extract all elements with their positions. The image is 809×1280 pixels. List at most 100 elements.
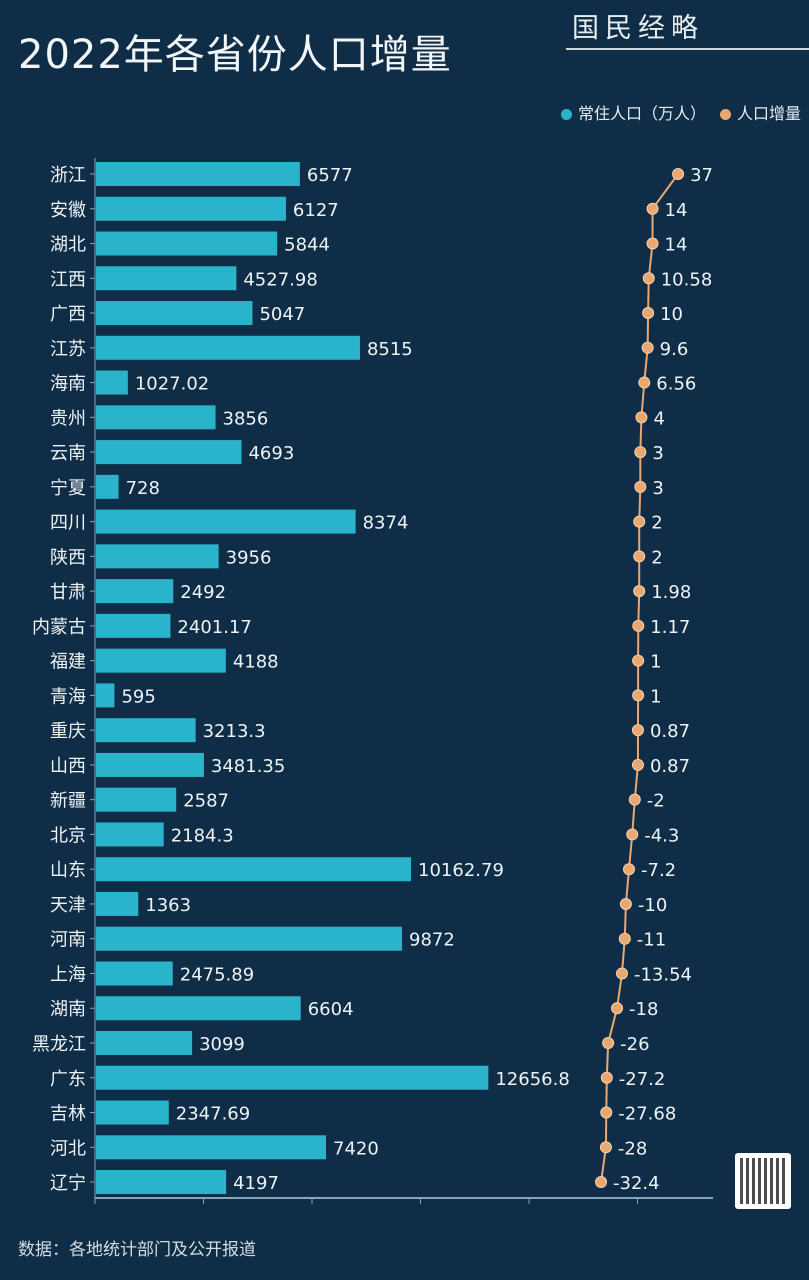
- population-bar: [96, 1135, 327, 1160]
- bar-value-label: 4527.98: [243, 269, 317, 290]
- increase-point: [623, 863, 636, 876]
- bar-value-label: 2347.69: [176, 1104, 250, 1125]
- increase-point: [595, 1176, 608, 1189]
- category-label: 广西: [50, 304, 86, 325]
- increase-value-label: 1: [650, 686, 661, 707]
- category-label: 河南: [50, 930, 86, 951]
- category-label: 海南: [50, 374, 86, 395]
- chart-title: 2022年各省份人口增量: [18, 32, 452, 78]
- population-bar: [96, 787, 177, 812]
- increase-value-label: 9.6: [660, 339, 689, 360]
- category-label: 贵州: [50, 408, 86, 429]
- population-bar: [96, 857, 412, 882]
- bar-value-label: 6577: [307, 165, 353, 186]
- category-label: 湖北: [50, 235, 86, 256]
- category-label: 山东: [50, 860, 86, 881]
- legend: 常住人口（万人） 人口增量: [560, 100, 801, 124]
- bar-value-label: 10162.79: [418, 860, 504, 881]
- increase-value-label: -2: [647, 791, 665, 812]
- bar-value-label: 7420: [333, 1138, 379, 1159]
- increase-value-label: -11: [637, 930, 666, 951]
- population-bar: [96, 544, 219, 569]
- bar-value-label: 3856: [223, 408, 269, 429]
- population-bar: [96, 579, 174, 604]
- bar-value-label: 1027.02: [135, 374, 209, 395]
- increase-point: [628, 793, 641, 806]
- category-label: 甘肃: [50, 582, 86, 603]
- increase-value-label: 6.56: [656, 374, 696, 395]
- bar-value-label: 4188: [233, 652, 279, 673]
- increase-value-label: -32.4: [613, 1173, 660, 1194]
- population-bar: [96, 440, 242, 465]
- increase-point: [646, 237, 659, 250]
- category-label: 辽宁: [50, 1173, 86, 1194]
- increase-value-label: 3: [652, 478, 663, 499]
- category-label: 山西: [50, 756, 86, 777]
- increase-value-label: 10.58: [661, 269, 713, 290]
- population-bar: [96, 961, 173, 986]
- bar-value-label: 8515: [367, 339, 413, 360]
- increase-point: [641, 341, 654, 354]
- increase-point: [632, 654, 645, 667]
- category-label: 浙江: [50, 165, 86, 186]
- increase-point: [646, 202, 659, 215]
- population-bar: [96, 162, 300, 186]
- brand-logo: 国民经略: [572, 13, 704, 44]
- category-label: 天津: [50, 895, 86, 916]
- population-bar: [96, 266, 237, 291]
- population-bar: [96, 718, 196, 743]
- increase-value-label: 1.98: [651, 582, 691, 603]
- category-label: 宁夏: [50, 478, 86, 499]
- increase-value-label: 10: [660, 304, 683, 325]
- population-bar: [96, 996, 301, 1021]
- increase-value-label: -28: [618, 1138, 647, 1159]
- bar-value-label: 2492: [180, 582, 226, 603]
- qr-code: [735, 1153, 791, 1209]
- bar-value-label: 9872: [409, 930, 455, 951]
- population-bar: [96, 752, 204, 777]
- increase-point: [599, 1141, 612, 1154]
- increase-value-label: 0.87: [650, 721, 690, 742]
- bar-value-label: 1363: [145, 895, 191, 916]
- population-bar: [96, 1170, 227, 1195]
- bar-value-label: 3213.3: [203, 721, 266, 742]
- increase-point: [642, 307, 655, 320]
- increase-point: [633, 585, 646, 598]
- category-label: 重庆: [50, 721, 86, 742]
- increase-value-label: -7.2: [641, 860, 676, 881]
- population-bar: [96, 822, 164, 847]
- category-label: 湖南: [50, 999, 86, 1020]
- bar-value-label: 5844: [284, 235, 330, 256]
- legend-dot-icon: [560, 109, 572, 120]
- category-label: 吉林: [50, 1104, 86, 1125]
- increase-value-label: 2: [651, 513, 662, 534]
- source-note: 数据：各地统计部门及公开报道: [18, 1240, 256, 1260]
- population-bar: [96, 196, 286, 221]
- increase-value-label: -26: [620, 1034, 649, 1055]
- increase-value-label: 1: [650, 652, 661, 673]
- increase-value-label: -13.54: [634, 964, 692, 985]
- legend-label: 人口增量: [736, 104, 801, 123]
- increase-value-label: 4: [653, 408, 664, 429]
- population-bar: [96, 613, 171, 638]
- increase-point: [619, 897, 632, 910]
- increase-line: [600, 173, 679, 1183]
- legend-item-increase: 人口增量: [719, 100, 801, 124]
- bar-value-label: 12656.8: [495, 1069, 569, 1090]
- category-label: 江西: [50, 269, 86, 290]
- category-label: 福建: [50, 652, 86, 673]
- population-bar: [96, 648, 226, 673]
- population-bar: [96, 1100, 169, 1125]
- increase-value-label: 14: [665, 235, 688, 256]
- increase-point: [635, 411, 648, 424]
- category-label: 黑龙江: [32, 1034, 86, 1055]
- bar-value-label: 2184.3: [171, 825, 234, 846]
- population-bar: [96, 926, 403, 951]
- population-bar: [96, 474, 119, 499]
- increase-point: [634, 446, 647, 459]
- increase-value-label: -10: [638, 895, 667, 916]
- population-bar: [96, 370, 128, 395]
- bar-value-label: 5047: [259, 304, 305, 325]
- increase-point: [632, 689, 645, 702]
- bar-value-label: 728: [126, 478, 160, 499]
